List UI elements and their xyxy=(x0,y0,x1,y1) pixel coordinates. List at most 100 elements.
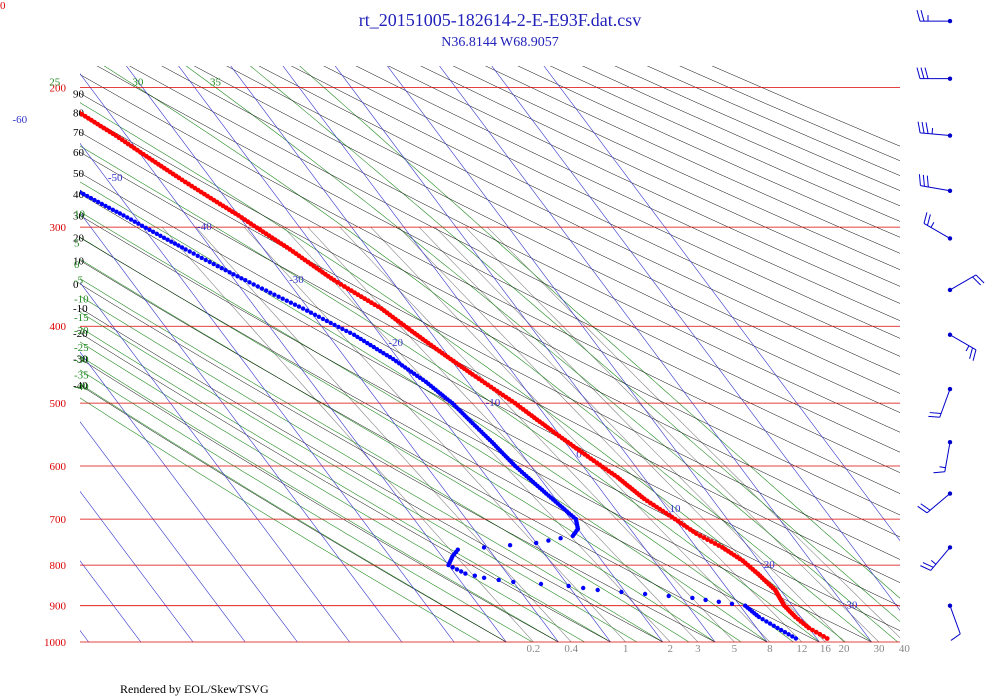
dewpoint-point xyxy=(642,591,648,597)
wind-barb-flag xyxy=(920,67,925,79)
dewpoint-point xyxy=(320,316,326,322)
dewpoint-point xyxy=(259,286,265,291)
temperature-point xyxy=(701,535,707,540)
moist-adiabat-line xyxy=(80,341,585,643)
mixing-ratio-label: 0.4 xyxy=(564,643,578,655)
dewpoint-point xyxy=(507,543,513,548)
dewpoint-point xyxy=(368,342,373,348)
mixing-ratio-line xyxy=(465,226,880,643)
wind-barb-flag xyxy=(922,562,934,568)
dewpoint-point xyxy=(99,201,105,207)
dewpoint-point xyxy=(779,627,784,633)
dewpoint-point xyxy=(308,310,314,315)
theta-label: 50 xyxy=(73,168,85,180)
dry-adiabat-line xyxy=(485,66,900,254)
theta-label: 20 xyxy=(73,233,85,245)
dewpoint-point xyxy=(767,621,773,626)
moist-label: -40 xyxy=(74,381,89,393)
isobar-label: 300 xyxy=(50,222,67,234)
theta-label: 90 xyxy=(73,88,85,100)
dewpoint-point xyxy=(743,603,748,608)
dewpoint-point xyxy=(619,589,624,595)
wind-barb-point xyxy=(947,439,953,445)
temperature-point xyxy=(34,80,39,85)
moist-adiabat-line xyxy=(249,66,900,622)
moist-top-label: 30 xyxy=(132,76,144,88)
isotherm-line xyxy=(80,212,403,643)
dewpoint-point xyxy=(764,619,769,624)
chart-subtitle: N36.8144 W68.9057 xyxy=(441,35,559,50)
wind-barb-flag xyxy=(926,175,929,188)
dewpoint-point xyxy=(332,322,337,328)
wind-barb-staff xyxy=(949,605,961,635)
dewpoint-point xyxy=(63,182,67,186)
wind-barb-flag xyxy=(917,121,921,134)
temperature-point xyxy=(31,78,36,83)
moist-label: -5 xyxy=(74,274,84,286)
dewpoint-point xyxy=(358,336,363,342)
dewpoint-point xyxy=(96,199,101,205)
dewpoint-point xyxy=(351,332,357,337)
mixing-ratio-label: 20 xyxy=(839,643,851,655)
moist-label: -35 xyxy=(74,370,89,382)
temperature-point xyxy=(28,76,33,81)
dewpoint-point xyxy=(15,156,19,160)
moist-adiabat-lines xyxy=(80,66,900,643)
temperature-point xyxy=(813,629,819,635)
dewpoint-point xyxy=(361,338,367,344)
wind-barb-half xyxy=(965,345,970,352)
dewpoint-point xyxy=(128,217,134,222)
dry-adiabat-line xyxy=(80,332,611,643)
dewpoint-point xyxy=(106,205,112,210)
dewpoint-point xyxy=(143,225,148,230)
temperature-point xyxy=(17,67,22,72)
dewpoint-series xyxy=(0,148,799,641)
wind-barb-flag xyxy=(975,274,985,284)
moist-adiabat-line xyxy=(80,383,507,643)
temperature-point xyxy=(56,96,61,101)
dry-adiabat-line xyxy=(80,93,900,516)
dewpoint-point xyxy=(191,251,196,256)
dewpoint-point xyxy=(459,569,464,574)
isotherm-line xyxy=(282,66,716,643)
moist-label: -15 xyxy=(74,312,89,324)
temperature-point xyxy=(23,72,28,77)
temperature-point xyxy=(810,627,815,633)
dewpoint-point xyxy=(239,276,244,281)
temperature-point xyxy=(6,60,11,65)
dry-adiabat-line xyxy=(582,66,900,207)
wind-barb-flag xyxy=(969,347,974,359)
dewpoint-point xyxy=(117,211,123,216)
mixing-ratio-line xyxy=(398,226,803,643)
isobar-label: 600 xyxy=(50,461,67,473)
isotherm-label: -40 xyxy=(197,221,212,233)
temperature-point xyxy=(67,104,72,109)
wind-barb-half xyxy=(930,560,937,565)
dry-adiabat-line xyxy=(452,66,900,270)
isotherm-line xyxy=(230,66,664,643)
moist-adiabat-line xyxy=(80,295,663,643)
dewpoint-point xyxy=(391,356,396,362)
mixing-ratio-label: 2 xyxy=(667,643,673,655)
mixing-ratio-line xyxy=(307,226,699,643)
wind-barb-flag xyxy=(925,122,929,134)
temperature-point xyxy=(53,94,58,99)
dewpoint-point xyxy=(165,237,170,242)
dewpoint-point xyxy=(384,353,389,358)
wind-barb-half xyxy=(930,221,935,228)
moist-label: -25 xyxy=(74,342,89,354)
dewpoint-point xyxy=(195,253,200,258)
dewpoint-point xyxy=(223,268,228,273)
dewpoint-point xyxy=(7,152,11,156)
isotherm-line xyxy=(387,66,820,643)
dewpoint-point xyxy=(292,302,298,307)
dewpoint-point xyxy=(340,326,345,332)
mixing-ratio-label: 12 xyxy=(796,643,807,655)
dewpoint-point xyxy=(546,538,551,543)
dewpoint-point xyxy=(566,583,571,589)
dewpoint-point xyxy=(243,278,248,283)
dewpoint-point xyxy=(463,571,468,576)
dry-adiabat-line xyxy=(517,66,900,238)
isotherm-label: -30 xyxy=(289,274,304,286)
dewpoint-point xyxy=(0,148,4,152)
